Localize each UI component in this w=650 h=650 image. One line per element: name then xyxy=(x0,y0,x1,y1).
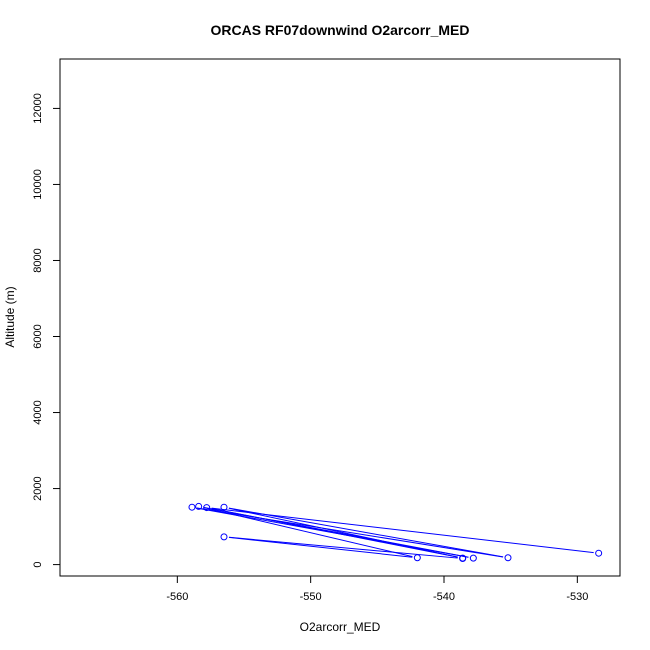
y-tick-label: 8000 xyxy=(32,248,44,272)
x-tick-label: -540 xyxy=(433,591,455,603)
data-point xyxy=(504,554,512,562)
data-point xyxy=(595,549,603,557)
x-tick-label: -550 xyxy=(300,591,322,603)
x-axis: -560 -550 -540 -530 xyxy=(166,575,588,603)
x-axis-title: O2arcorr_MED xyxy=(300,620,381,634)
y-tick-label: 10000 xyxy=(32,169,44,200)
series-segment xyxy=(228,507,458,558)
series-segment xyxy=(228,536,413,558)
series-segment xyxy=(228,507,504,558)
chart-title: ORCAS RF07downwind O2arcorr_MED xyxy=(210,22,469,38)
y-tick-label: 2000 xyxy=(32,476,44,500)
series-layer xyxy=(188,502,603,563)
data-point xyxy=(220,533,228,541)
series-segment xyxy=(211,507,594,554)
y-axis: 0 2000 4000 6000 8000 10000 12000 xyxy=(32,93,61,568)
y-tick-label: 4000 xyxy=(32,400,44,424)
data-point xyxy=(195,502,203,510)
y-axis-title: Altitude (m) xyxy=(3,286,17,347)
x-tick-label: -530 xyxy=(566,591,588,603)
series-segment xyxy=(203,507,413,558)
y-tick-label: 12000 xyxy=(32,93,44,124)
data-point xyxy=(413,554,421,562)
data-point xyxy=(459,555,467,563)
series-segment xyxy=(203,506,469,558)
x-tick-label: -560 xyxy=(166,591,188,603)
data-point xyxy=(220,503,228,511)
data-point xyxy=(203,504,211,512)
y-tick-label: 0 xyxy=(32,562,44,568)
data-point xyxy=(469,554,477,562)
y-tick-label: 6000 xyxy=(32,324,44,348)
series-segment xyxy=(228,536,458,559)
data-point xyxy=(188,503,196,511)
